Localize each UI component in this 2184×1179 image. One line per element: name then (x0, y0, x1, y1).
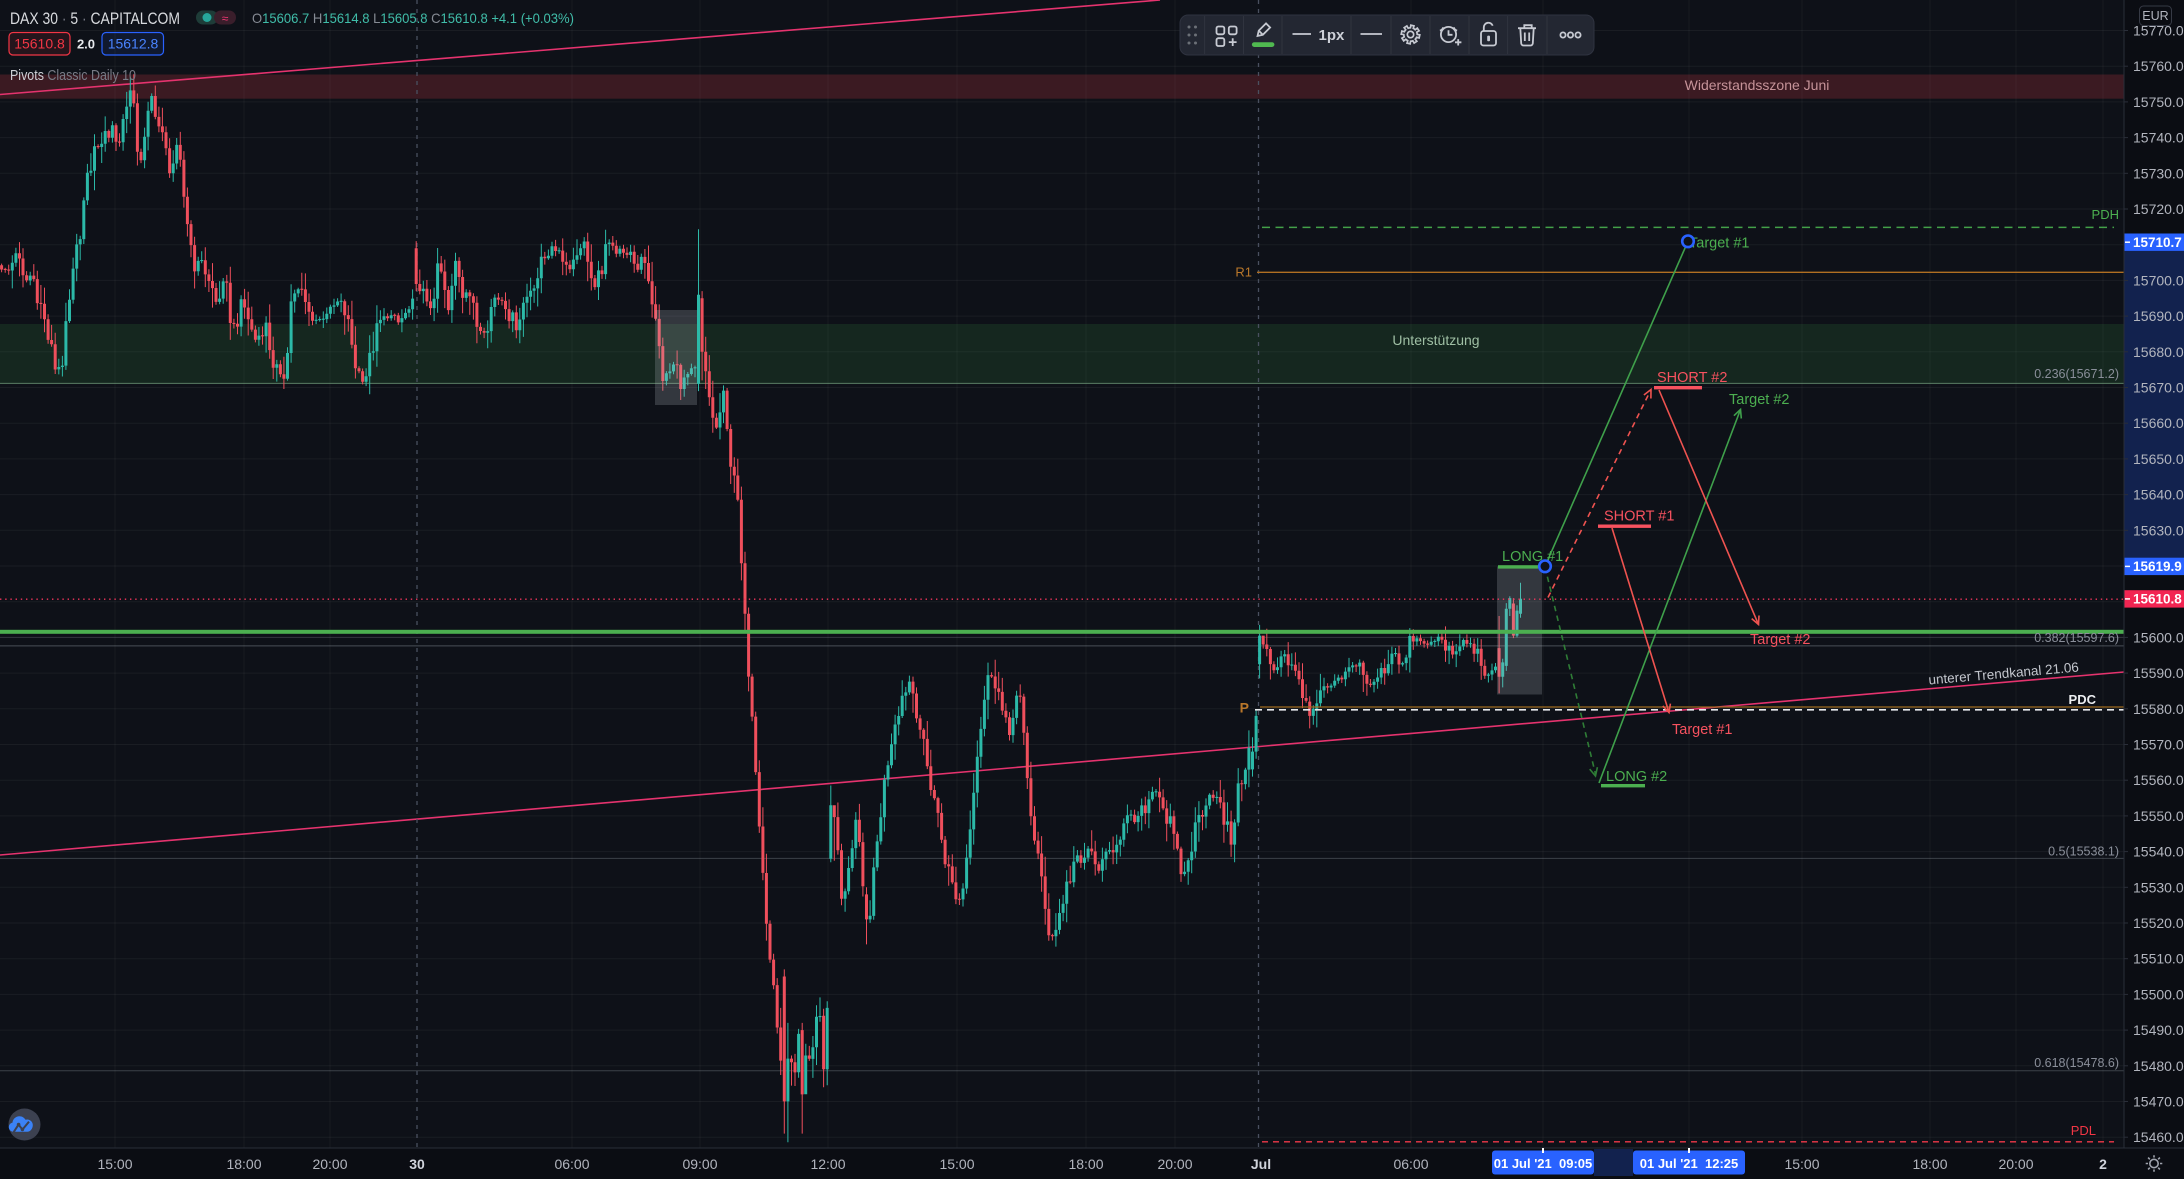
svg-text:Target #2: Target #2 (1729, 392, 1789, 408)
svg-text:15640.0: 15640.0 (2133, 487, 2184, 503)
svg-text:Target #1: Target #1 (1672, 722, 1732, 738)
svg-text:15610.8: 15610.8 (2133, 592, 2182, 607)
svg-text:15560.0: 15560.0 (2133, 772, 2184, 788)
svg-text:15:00: 15:00 (1784, 1156, 1819, 1172)
svg-text:15510.0: 15510.0 (2133, 951, 2184, 967)
svg-text:15610.8: 15610.8 (14, 36, 65, 52)
svg-text:15680.0: 15680.0 (2133, 344, 2184, 360)
svg-text:1px: 1px (1319, 27, 1346, 44)
svg-text:0.618(15478.6): 0.618(15478.6) (2034, 1056, 2119, 1070)
svg-text:SHORT #2: SHORT #2 (1657, 370, 1727, 386)
svg-text:Unterstützung: Unterstützung (1392, 332, 1479, 348)
svg-text:15590.0: 15590.0 (2133, 665, 2184, 681)
svg-text:15660.0: 15660.0 (2133, 415, 2184, 431)
svg-text:PDL: PDL (2071, 1123, 2096, 1138)
svg-text:0.382(15597.6): 0.382(15597.6) (2034, 631, 2119, 645)
svg-text:Pivots Classic Daily 10: Pivots Classic Daily 10 (10, 68, 136, 84)
svg-text:15460.0: 15460.0 (2133, 1129, 2184, 1145)
svg-text:15500.0: 15500.0 (2133, 986, 2184, 1002)
svg-text:20:00: 20:00 (1998, 1156, 2033, 1172)
svg-text:15650.0: 15650.0 (2133, 451, 2184, 467)
svg-text:EUR: EUR (2142, 9, 2168, 23)
svg-text:01 Jul '21 09:05: 01 Jul '21 09:05 (1494, 1156, 1593, 1171)
svg-text:Target #2: Target #2 (1750, 632, 1810, 648)
svg-text:R1: R1 (1235, 265, 1252, 280)
svg-text:15480.0: 15480.0 (2133, 1058, 2184, 1074)
svg-text:P: P (1240, 700, 1249, 716)
svg-text:15470.0: 15470.0 (2133, 1094, 2184, 1110)
svg-text:06:00: 06:00 (554, 1156, 589, 1172)
svg-text:15619.9: 15619.9 (2133, 559, 2182, 574)
svg-text:≈: ≈ (222, 12, 229, 26)
svg-text:Target #1: Target #1 (1689, 236, 1749, 252)
svg-text:15550.0: 15550.0 (2133, 808, 2184, 824)
svg-text:15520.0: 15520.0 (2133, 915, 2184, 931)
svg-text:20:00: 20:00 (312, 1156, 347, 1172)
svg-text:0.5(15538.1): 0.5(15538.1) (2048, 845, 2119, 859)
svg-text:15770.0: 15770.0 (2133, 23, 2184, 39)
svg-text:15:00: 15:00 (97, 1156, 132, 1172)
svg-text:2.0: 2.0 (77, 37, 95, 52)
svg-text:15540.0: 15540.0 (2133, 844, 2184, 860)
svg-text:18:00: 18:00 (1912, 1156, 1947, 1172)
svg-text:Widerstandsszone Juni: Widerstandsszone Juni (1685, 77, 1830, 93)
svg-text:15612.8: 15612.8 (108, 36, 159, 52)
svg-text:LONG #1: LONG #1 (1502, 549, 1563, 565)
svg-text:15600.0: 15600.0 (2133, 629, 2184, 645)
svg-text:12:00: 12:00 (810, 1156, 845, 1172)
svg-text:06:00: 06:00 (1393, 1156, 1428, 1172)
svg-text:18:00: 18:00 (1068, 1156, 1103, 1172)
svg-text:2: 2 (2099, 1156, 2107, 1172)
svg-text:Jul: Jul (1251, 1156, 1271, 1172)
svg-text:15720.0: 15720.0 (2133, 201, 2184, 217)
svg-text:09:00: 09:00 (682, 1156, 717, 1172)
svg-text:15750.0: 15750.0 (2133, 94, 2184, 110)
svg-text:15740.0: 15740.0 (2133, 130, 2184, 146)
svg-text:15580.0: 15580.0 (2133, 701, 2184, 717)
svg-text:PDC: PDC (2069, 692, 2097, 707)
svg-text:15570.0: 15570.0 (2133, 737, 2184, 753)
svg-text:0.236(15671.2): 0.236(15671.2) (2034, 367, 2119, 381)
svg-text:15:00: 15:00 (939, 1156, 974, 1172)
svg-text:15710.7: 15710.7 (2133, 235, 2182, 250)
svg-text:15530.0: 15530.0 (2133, 879, 2184, 895)
svg-text:20:00: 20:00 (1157, 1156, 1192, 1172)
svg-text:15700.0: 15700.0 (2133, 272, 2184, 288)
svg-text:PDH: PDH (2092, 207, 2119, 222)
svg-text:15730.0: 15730.0 (2133, 165, 2184, 181)
svg-text:O15606.7 H15614.8 L15605.8 C15: O15606.7 H15614.8 L15605.8 C15610.8 +4.1… (252, 10, 574, 26)
svg-text:DAX 30 · 5 · CAPITALCOM: DAX 30 · 5 · CAPITALCOM (10, 9, 180, 28)
svg-text:30: 30 (409, 1156, 425, 1172)
svg-text:15670.0: 15670.0 (2133, 380, 2184, 396)
svg-text:15490.0: 15490.0 (2133, 1022, 2184, 1038)
svg-text:01 Jul '21 12:25: 01 Jul '21 12:25 (1640, 1156, 1739, 1171)
svg-text:15760.0: 15760.0 (2133, 58, 2184, 74)
svg-text:18:00: 18:00 (226, 1156, 261, 1172)
svg-text:15630.0: 15630.0 (2133, 522, 2184, 538)
svg-text:SHORT #1: SHORT #1 (1604, 509, 1674, 525)
svg-text:LONG #2: LONG #2 (1606, 769, 1667, 785)
svg-text:15690.0: 15690.0 (2133, 308, 2184, 324)
